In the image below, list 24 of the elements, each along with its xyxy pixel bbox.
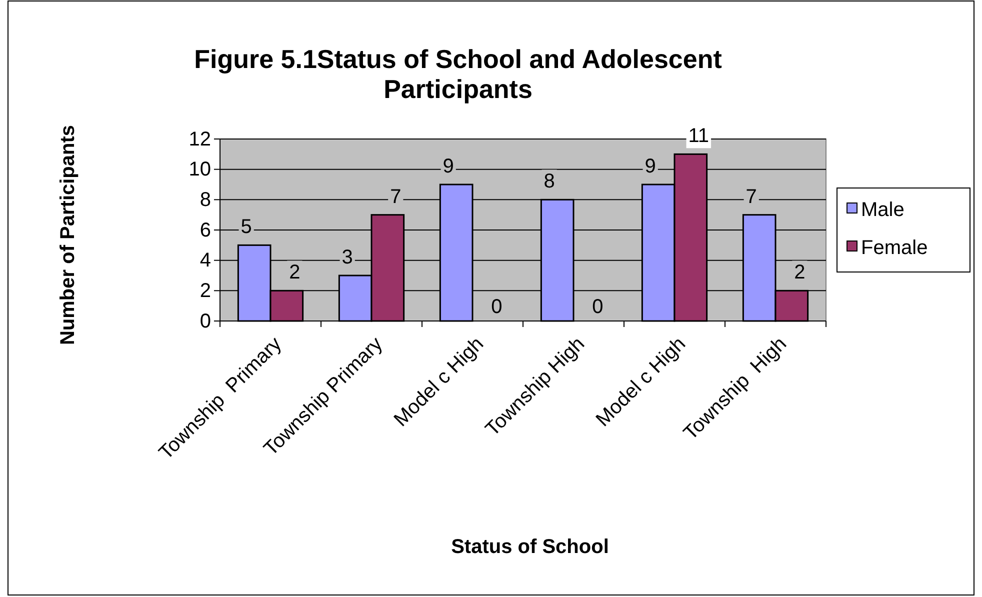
data-label: 5 <box>240 216 252 238</box>
data-label: 0 <box>592 296 604 318</box>
y-tick-label: 0 <box>200 310 211 332</box>
y-tick-label: 10 <box>188 158 211 181</box>
data-label: 9 <box>644 156 656 178</box>
data-label: 2 <box>794 262 806 284</box>
y-tick-label: 8 <box>200 189 211 212</box>
y-tick-label: 12 <box>188 128 211 150</box>
data-label: 8 <box>544 170 555 193</box>
y-tick-label: 4 <box>200 250 211 272</box>
data-label: 9 <box>442 156 454 178</box>
chart-title: Figure 5.1Status of School and Adolescent Participants <box>194 44 722 104</box>
legend-label: Male <box>861 199 904 221</box>
data-label: 7 <box>746 186 757 208</box>
data-label: 11 <box>688 125 710 148</box>
x-axis-title: Status of School <box>451 536 609 558</box>
data-label: 2 <box>289 262 300 284</box>
y-tick-label: 6 <box>200 219 211 242</box>
y-tick-label: 2 <box>200 280 211 302</box>
data-label: 3 <box>342 246 353 268</box>
data-label: 7 <box>390 186 402 208</box>
y-axis-title: Number of Participants <box>57 124 79 346</box>
legend-label: Female <box>861 237 928 259</box>
data-label: 0 <box>491 296 502 318</box>
